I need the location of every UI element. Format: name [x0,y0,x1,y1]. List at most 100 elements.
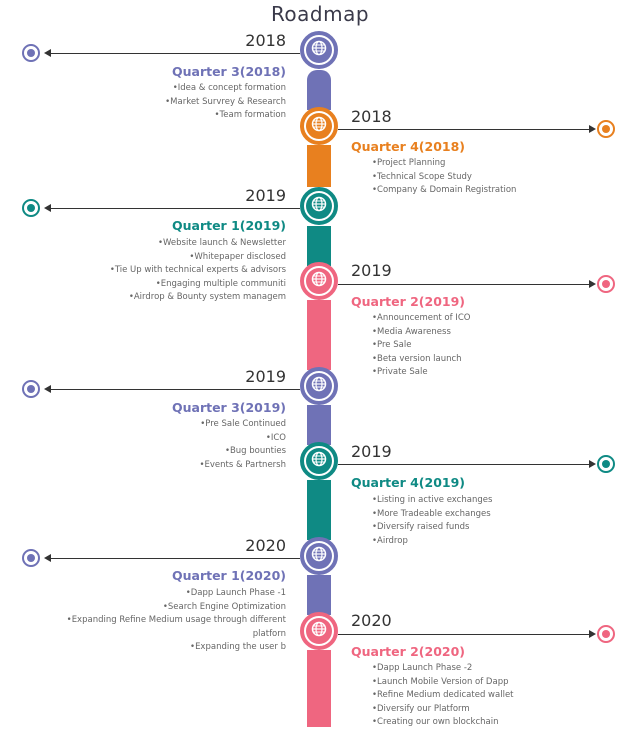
connector-line [50,557,300,559]
milestone-node-2 [300,107,338,145]
milestone-year-1: 2018 [245,31,286,50]
arrow-head [589,630,596,638]
list-item: Launch Mobile Version of Dapp [372,676,592,690]
page-title: Roadmap [270,2,370,26]
globe-icon [311,116,327,136]
timeline-segment-3 [307,226,331,266]
list-item: Company & Domain Registration [372,184,592,198]
milestone-year-2: 2018 [351,107,392,126]
list-item: Announcement of ICO [372,312,592,326]
list-item: Technical Scope Study [372,171,592,185]
connector-line [50,52,300,54]
milestone-quarter-8: Quarter 2(2020) [351,644,466,659]
list-item: ICO [86,432,286,446]
list-item: Pre Sale Continued [86,418,286,432]
list-item: Project Planning [372,157,592,171]
list-item: Diversify our Platform [372,703,592,717]
list-item: More Tradeable exchanges [372,508,592,522]
globe-icon [311,546,327,566]
list-item: Expanding the user b [46,641,286,655]
arrow-head [44,204,51,212]
connector-line [338,463,590,465]
milestone-quarter-6: Quarter 4(2019) [351,475,466,490]
globe-icon [311,40,327,60]
milestone-marker-1 [22,44,40,62]
milestone-marker-8 [597,625,615,643]
list-item: Refine Medium dedicated wallet [372,689,592,703]
milestone-items-3: Website launch & Newsletter Whitepaper d… [86,237,286,305]
list-item: Diversify raised funds [372,521,592,535]
list-item: Search Engine Optimization [46,601,286,615]
milestone-items-2: Project Planning Technical Scope Study C… [372,157,592,198]
milestone-year-3: 2019 [245,186,286,205]
milestone-items-1: Idea & concept formation Market Survrey … [86,82,286,123]
list-item: Expanding Refine Medium usage through di… [46,614,286,628]
milestone-quarter-3: Quarter 1(2019) [171,218,286,233]
list-item: Creating our own blockchain [372,716,592,730]
list-item: Beta version launch [372,353,592,367]
timeline-segment-1 [307,70,331,110]
timeline-segment-4 [307,300,331,370]
milestone-year-5: 2019 [245,367,286,386]
globe-icon [311,451,327,471]
milestone-marker-6 [597,455,615,473]
milestone-items-4: Announcement of ICO Media Awareness Pre … [372,312,592,380]
milestone-quarter-1: Quarter 3(2018) [171,64,286,79]
arrow-head [44,49,51,57]
milestone-quarter-4: Quarter 2(2019) [351,294,466,309]
globe-icon [311,376,327,396]
list-item: Bug bounties [86,445,286,459]
milestone-items-7: Dapp Launch Phase -1 Search Engine Optim… [46,587,286,655]
milestone-node-6 [300,442,338,480]
timeline-segment-7 [307,575,331,615]
milestone-node-5 [300,367,338,405]
list-item: platforn [252,628,286,639]
milestone-quarter-5: Quarter 3(2019) [171,400,286,415]
milestone-items-5: Pre Sale Continued ICO Bug bounties Even… [86,418,286,472]
milestone-marker-3 [22,199,40,217]
list-item: Tie Up with technical experts & advisors [86,264,286,278]
milestone-year-8: 2020 [351,611,392,630]
arrow-head [44,385,51,393]
milestone-node-7 [300,537,338,575]
milestone-marker-7 [22,549,40,567]
timeline-segment-2 [307,145,331,187]
connector-line [338,283,590,285]
milestone-node-1 [300,31,338,69]
list-item: Dapp Launch Phase -1 [46,587,286,601]
milestone-node-4 [300,262,338,300]
milestone-items-6: Listing in active exchanges More Tradeab… [372,494,592,548]
arrow-head [589,280,596,288]
list-item: Engaging multiple communiti [86,278,286,292]
list-item: Airdrop & Bounty system managem [86,291,286,305]
milestone-year-4: 2019 [351,261,392,280]
globe-icon [311,621,327,641]
milestone-items-8: Dapp Launch Phase -2 Launch Mobile Versi… [372,662,592,730]
arrow-head [589,460,596,468]
connector-line [50,388,300,390]
timeline-segment-5 [307,405,331,445]
arrow-head [589,125,596,133]
list-item: Idea & concept formation [86,82,286,96]
milestone-marker-2 [597,120,615,138]
milestone-node-8 [300,612,338,650]
milestone-quarter-7: Quarter 1(2020) [171,568,286,583]
list-item: Airdrop [372,535,592,549]
timeline-segment-8 [307,650,331,727]
list-item: Listing in active exchanges [372,494,592,508]
list-item: Website launch & Newsletter [86,237,286,251]
milestone-marker-5 [22,380,40,398]
arrow-head [44,554,51,562]
connector-line [338,633,590,635]
milestone-quarter-2: Quarter 4(2018) [351,139,466,154]
connector-line [338,128,590,130]
list-item: Private Sale [372,366,592,380]
connector-line [50,207,300,209]
globe-icon [311,271,327,291]
list-item: Team formation [86,109,286,123]
list-item: Pre Sale [372,339,592,353]
timeline-segment-6 [307,480,331,540]
list-item: Media Awareness [372,326,592,340]
milestone-marker-4 [597,275,615,293]
globe-icon [311,196,327,216]
